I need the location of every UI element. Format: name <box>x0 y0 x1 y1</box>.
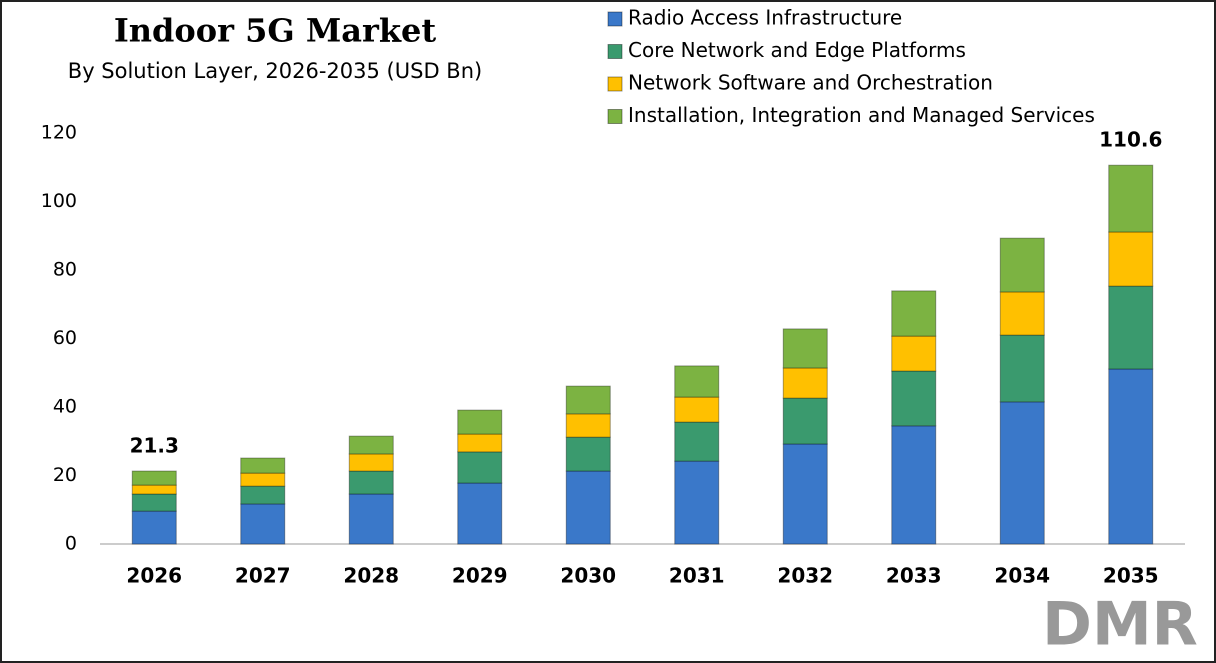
bar-segment <box>565 413 611 438</box>
y-tick-label: 20 <box>53 464 77 486</box>
x-tick-label: 2029 <box>452 564 508 588</box>
legend-label: Radio Access Infrastructure <box>628 6 902 30</box>
legend-label: Core Network and Edge Platforms <box>628 38 966 62</box>
legend-swatch <box>607 11 623 27</box>
legend-swatch <box>607 76 623 92</box>
bar-segment <box>1108 285 1154 370</box>
bar-segment <box>240 472 286 487</box>
logo: DMR <box>1042 590 1198 660</box>
bar-segment <box>999 291 1045 336</box>
bar-segment <box>240 503 286 545</box>
legend-swatch <box>607 44 623 59</box>
bar-segment <box>131 470 177 486</box>
x-tick-label: 2035 <box>1103 564 1159 588</box>
x-tick-label: 2033 <box>886 564 942 588</box>
bar-segment <box>240 485 286 505</box>
total-label: 110.6 <box>1099 128 1162 152</box>
x-tick-label: 2034 <box>994 564 1050 588</box>
bar-segment <box>348 453 394 472</box>
x-tick-label: 2031 <box>669 564 725 588</box>
chart-title: Indoor 5G Market <box>114 12 437 50</box>
bar-segment <box>891 370 937 427</box>
bar-segment <box>891 335 937 372</box>
legend-label: Installation, Integration and Managed Se… <box>628 103 1095 127</box>
y-tick-label: 100 <box>41 190 77 212</box>
x-tick-label: 2026 <box>126 564 182 588</box>
bar-segment <box>782 397 828 445</box>
bar-segment <box>1108 231 1154 287</box>
x-tick-label: 2030 <box>560 564 616 588</box>
legend-swatch <box>607 109 623 124</box>
bar-segment <box>131 510 177 545</box>
bar-segment <box>674 365 720 398</box>
bar-segment <box>348 470 394 495</box>
y-tick-label: 120 <box>41 122 77 144</box>
bar-segment <box>457 451 503 484</box>
bar-segment <box>457 482 503 545</box>
bar-segment <box>674 421 720 462</box>
total-label: 21.3 <box>130 434 179 458</box>
bar-segment <box>131 493 177 512</box>
y-tick-label: 40 <box>53 396 77 418</box>
bar-segment <box>565 470 611 545</box>
bar-segment <box>674 460 720 545</box>
bar-segment <box>457 409 503 435</box>
x-tick-label: 2032 <box>777 564 833 588</box>
bar-segment <box>565 436 611 472</box>
chart-subtitle: By Solution Layer, 2026-2035 (USD Bn) <box>68 59 482 83</box>
bar-segment <box>782 367 828 399</box>
bar-segment <box>240 457 286 474</box>
bar-segment <box>131 484 177 495</box>
bar-segment <box>348 493 394 545</box>
legend-label: Network Software and Orchestration <box>628 71 993 95</box>
bar-segment <box>1108 368 1154 545</box>
y-tick-label: 0 <box>65 533 77 555</box>
bar-segment <box>782 328 828 369</box>
y-tick-label: 60 <box>53 327 77 349</box>
y-tick-label: 80 <box>53 259 77 281</box>
bar-segment <box>674 396 720 423</box>
bar-segment <box>1108 164 1154 233</box>
bar-segment <box>999 237 1045 293</box>
x-tick-label: 2028 <box>343 564 399 588</box>
bar-segment <box>457 433 503 453</box>
bar-segment <box>348 435 394 455</box>
bar-segment <box>999 334 1045 403</box>
bar-segment <box>891 425 937 545</box>
bar-segment <box>999 401 1045 545</box>
bar-segment <box>565 385 611 415</box>
x-tick-label: 2027 <box>235 564 291 588</box>
bar-segment <box>891 290 937 337</box>
bar-segment <box>782 443 828 545</box>
